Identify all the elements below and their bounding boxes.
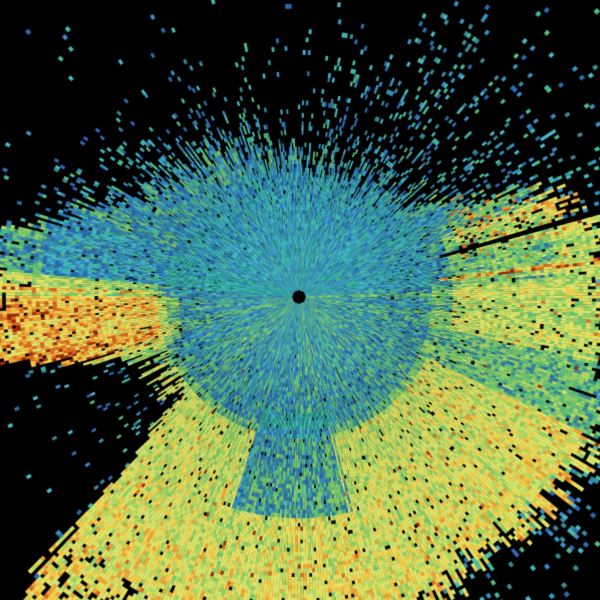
radar-display <box>0 0 600 600</box>
radar-ppi-canvas <box>0 0 600 600</box>
